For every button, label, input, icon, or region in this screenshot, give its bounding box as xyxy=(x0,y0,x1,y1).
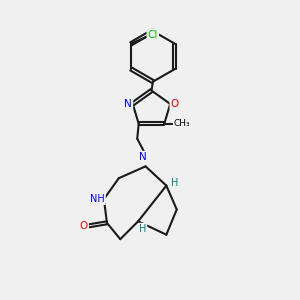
Text: NH: NH xyxy=(90,194,105,204)
Text: H: H xyxy=(171,178,178,188)
Text: Cl: Cl xyxy=(148,30,158,40)
Text: N: N xyxy=(139,152,146,162)
Text: O: O xyxy=(80,221,88,231)
Text: O: O xyxy=(170,99,179,109)
Text: CH₃: CH₃ xyxy=(174,119,190,128)
Text: H: H xyxy=(139,224,146,234)
Text: N: N xyxy=(124,99,132,109)
